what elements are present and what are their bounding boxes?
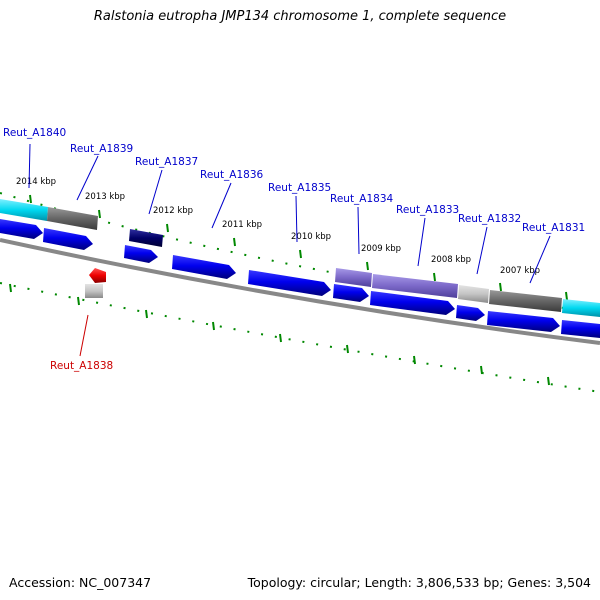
gene-arrow-reut-a1835[interactable]	[248, 270, 331, 296]
feature-light-segment[interactable]	[458, 285, 489, 303]
gene-arrow-reut-a1834[interactable]	[333, 284, 369, 302]
feature-cyan-segment[interactable]	[562, 299, 600, 317]
gene-label-reut-a1834[interactable]: Reut_A1834	[330, 193, 394, 205]
kbp-label: 2010 kbp	[291, 232, 331, 242]
map-title: Ralstonia eutropha JMP134 chromosome 1, …	[93, 9, 507, 24]
kbp-label: 2009 kbp	[361, 244, 401, 254]
feature-light-segment[interactable]	[85, 284, 103, 298]
kbp-label: 2012 kbp	[153, 206, 193, 216]
gene-arrow-reut-a1832[interactable]	[456, 305, 485, 321]
gene-label-reut-a1831[interactable]: Reut_A1831	[522, 222, 585, 234]
kbp-label: 2014 kbp	[16, 177, 56, 187]
gene-label-reut-a1838[interactable]: Reut_A1838	[50, 360, 113, 372]
gene-label-reut-a1833[interactable]: Reut_A1833	[396, 204, 459, 216]
gene-arrow-reut-a1836[interactable]	[172, 255, 236, 279]
leader-lines	[28, 143, 551, 357]
kbp-labels: 2014 kbp 2013 kbp 2012 kbp 2011 kbp 2010…	[16, 177, 540, 276]
feature-purple-segment[interactable]	[335, 268, 372, 287]
backbone-arc	[0, 238, 600, 345]
outer-feature-ring	[0, 199, 600, 317]
inner-tick-ring	[0, 282, 600, 393]
gene-label-reut-a1840[interactable]: Reut_A1840	[3, 127, 66, 139]
gene-arrow-reut-a1833[interactable]	[370, 291, 455, 315]
gene-label-reut-a1837[interactable]: Reut_A1837	[135, 156, 198, 168]
gene-label-reut-a1835[interactable]: Reut_A1835	[268, 182, 331, 194]
gene-arrow-reut-a1840[interactable]	[0, 219, 43, 239]
gene-labels: Reut_A1840 Reut_A1839 Reut_A1837 Reut_A1…	[3, 127, 585, 372]
kbp-label: 2011 kbp	[222, 220, 262, 230]
feature-dark-segment[interactable]	[129, 229, 163, 247]
genome-summary-text: Topology: circular; Length: 3,806,533 bp…	[247, 575, 591, 590]
accession-text: Accession: NC_007347	[9, 575, 152, 590]
gene-arrow-reut-a1837[interactable]	[124, 245, 158, 263]
kbp-label: 2008 kbp	[431, 255, 471, 265]
kbp-label: 2007 kbp	[500, 266, 540, 276]
kbp-label: 2013 kbp	[85, 192, 125, 202]
feature-purple-segment[interactable]	[372, 274, 458, 298]
reverse-strand-features	[85, 268, 106, 298]
outer-tick-ring	[0, 192, 600, 313]
forward-strand-arrows	[0, 219, 600, 338]
gene-arrow-reut-a1839[interactable]	[43, 228, 93, 250]
gene-arrow-reut-a1831[interactable]	[487, 311, 560, 332]
feature-cyan-segment[interactable]	[0, 199, 48, 221]
gene-label-reut-a1836[interactable]: Reut_A1836	[200, 169, 264, 181]
gene-label-reut-a1832[interactable]: Reut_A1832	[458, 213, 521, 225]
feature-gray-segment[interactable]	[47, 207, 98, 230]
feature-gray-segment[interactable]	[489, 290, 562, 312]
gene-arrow-next[interactable]	[561, 320, 600, 338]
gene-arrow-reut-a1838[interactable]	[89, 268, 106, 283]
gene-label-reut-a1839[interactable]: Reut_A1839	[70, 143, 133, 155]
